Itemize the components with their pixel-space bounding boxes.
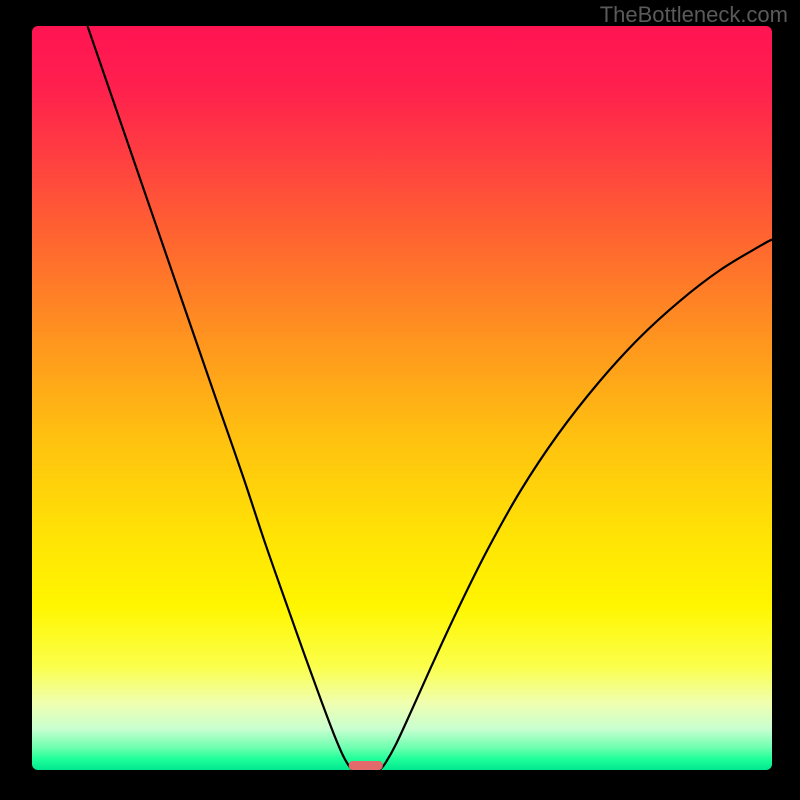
chart-container: TheBottleneck.com (0, 0, 800, 800)
watermark-text: TheBottleneck.com (600, 2, 788, 28)
valley-marker (349, 761, 383, 770)
plot-background-gradient (32, 26, 772, 770)
bottleneck-chart (0, 0, 800, 800)
